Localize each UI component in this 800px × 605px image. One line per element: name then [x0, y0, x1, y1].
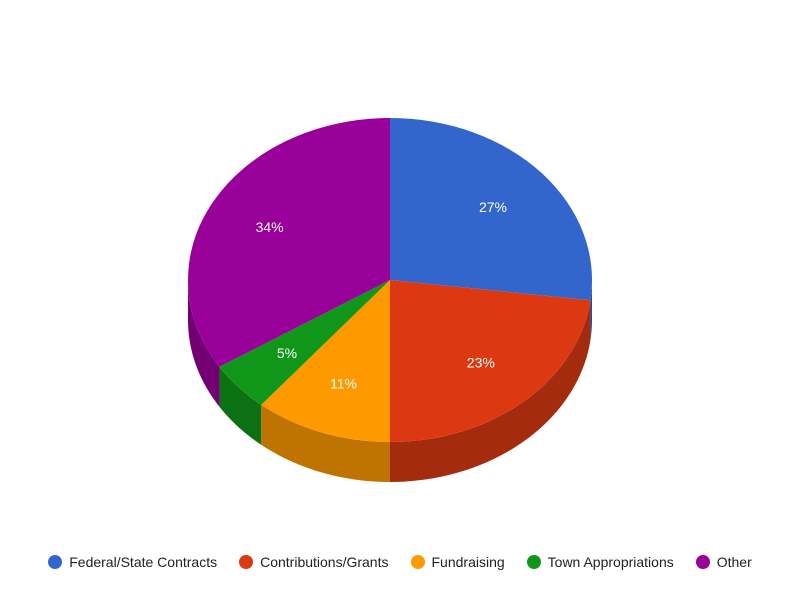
slice-label-fundraising: 11% [330, 376, 357, 392]
legend-item-town-appropriations[interactable]: Town Appropriations [526, 554, 674, 570]
legend-swatch-icon [695, 555, 710, 569]
pie-side-federal-state-contracts [590, 280, 592, 341]
slice-label-federal-state-contracts: 27% [479, 199, 507, 215]
legend-swatch-icon [410, 555, 425, 569]
legend-label: Town Appropriations [547, 554, 674, 570]
pie-slice-contributions-grants[interactable] [390, 280, 591, 442]
slice-label-town-appropriations: 5% [277, 345, 297, 361]
legend-item-contributions-grants[interactable]: Contributions/Grants [239, 554, 389, 570]
legend-swatch-icon [526, 555, 541, 569]
legend-label: Fundraising [431, 554, 505, 570]
pie-slice-federal-state-contracts[interactable] [390, 118, 593, 301]
pie-slice-town-appropriations[interactable] [219, 280, 390, 405]
pie-side-fundraising [261, 404, 390, 482]
legend-swatch-icon [239, 555, 254, 569]
chart-legend: Federal/State Contracts Contributions/Gra… [0, 554, 800, 570]
pie-side-town-appropriations [219, 366, 262, 445]
pie-slice-labels: 27% 23% 11% 5% 34% [256, 199, 507, 392]
legend-item-other[interactable]: Other [695, 554, 752, 570]
legend-item-fundraising[interactable]: Fundraising [410, 554, 505, 570]
pie-slice-other[interactable] [188, 118, 390, 367]
legend-item-federal-state-contracts[interactable]: Federal/State Contracts [48, 554, 217, 570]
legend-label: Contributions/Grants [260, 554, 389, 570]
slice-label-contributions-grants: 23% [467, 355, 495, 371]
pie-side-walls [188, 280, 592, 482]
pie-top-faces [188, 118, 593, 442]
pie-side-contributions-grants [390, 300, 591, 482]
pie-slice-fundraising[interactable] [261, 280, 390, 442]
legend-label: Other [716, 554, 752, 570]
slice-label-other: 34% [256, 219, 284, 235]
legend-swatch-icon [48, 555, 63, 569]
pie-side-other [188, 280, 220, 407]
legend-label: Federal/State Contracts [69, 554, 218, 570]
